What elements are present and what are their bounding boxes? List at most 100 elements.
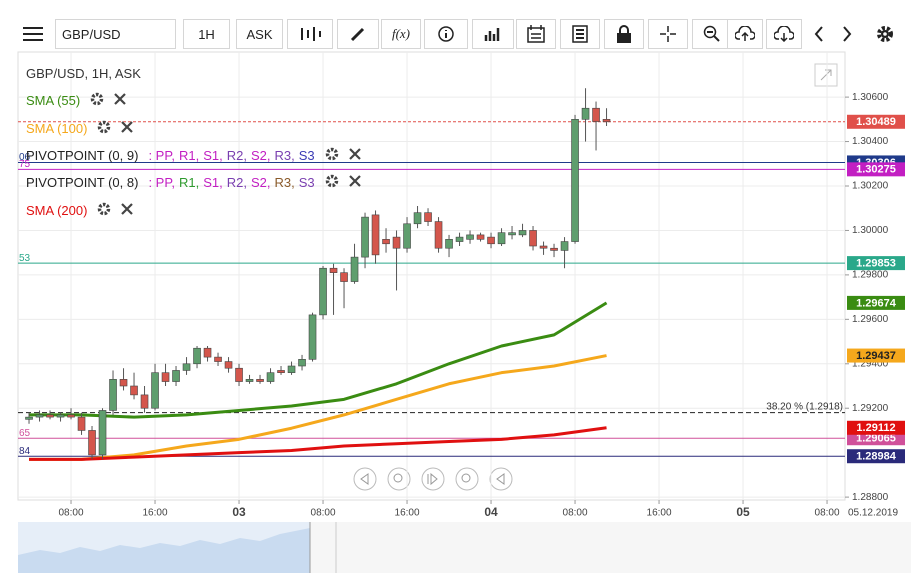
y-tick-label: 1.30400 [852, 136, 889, 147]
grid [18, 52, 845, 500]
price-badge-label: 1.30275 [856, 164, 896, 176]
remove-icon[interactable] [348, 148, 361, 163]
remove-icon[interactable] [121, 202, 134, 218]
volume-button[interactable] [472, 19, 514, 49]
y-tick-label: 1.28800 [852, 492, 889, 503]
price-badge-label: 1.29065 [856, 433, 896, 445]
pivot-level: S2, [250, 175, 271, 191]
pivot-level: S1, [203, 148, 223, 164]
settings-button[interactable] [872, 19, 898, 49]
x-tick-label: 08:00 [59, 508, 84, 519]
pivot-level: S1, [203, 175, 223, 191]
legend-label: SMA (55) [26, 93, 81, 109]
level-tag: 65 [19, 428, 31, 439]
news-button[interactable] [560, 19, 600, 49]
remove-icon[interactable] [114, 93, 126, 108]
candle-body [581, 107, 590, 120]
settings-icon[interactable] [325, 147, 339, 164]
legend-item: SMA (100) [26, 115, 365, 142]
remove-icon[interactable] [121, 120, 134, 136]
calendar-button[interactable] [516, 19, 556, 49]
candle-body [287, 365, 296, 373]
candle-body [25, 416, 33, 420]
crosshair-button[interactable] [648, 19, 688, 49]
candle-body [550, 247, 558, 251]
zoom-button[interactable] [692, 19, 732, 49]
price-select[interactable]: ASK [236, 19, 283, 49]
y-tick-label: 1.30200 [852, 181, 889, 192]
candle-body [413, 212, 422, 225]
pivot-level: R2, [226, 175, 247, 191]
legend-label: PIVOTPOINT (0, 9) [26, 148, 139, 164]
candle-body [424, 212, 432, 222]
symbol-input[interactable]: GBP/USD [55, 19, 176, 49]
legend-item: SMA (200) [26, 196, 365, 223]
x-tick-label: 08:00 [311, 508, 336, 519]
draw-button[interactable] [337, 19, 379, 49]
candle-body [319, 267, 327, 316]
price-badge-label: 1.29853 [856, 258, 896, 270]
download-button[interactable] [766, 19, 802, 49]
candle-body [224, 361, 233, 369]
x-tick-label: 08:00 [815, 508, 840, 519]
candle-body [539, 245, 548, 249]
y-tick-label: 1.30000 [852, 225, 889, 236]
info-button[interactable] [424, 19, 468, 49]
zoom-controls [353, 467, 513, 491]
legend-label: SMA (200) [26, 202, 88, 218]
legend-label: PIVOTPOINT (0, 8) [26, 175, 139, 191]
lock-button[interactable] [604, 19, 644, 49]
candle-body [277, 370, 285, 373]
candle-body [161, 372, 170, 382]
level-tag: 06 [19, 152, 31, 163]
legend-item: PIVOTPOINT (0, 9): PP, R1, S1, R2, S2, R3, S3 [26, 142, 365, 169]
chart-type-button[interactable] [287, 19, 333, 49]
sma-line [29, 426, 607, 461]
candle-body [329, 267, 338, 273]
pivot-level: R1, [178, 148, 200, 164]
pivot-level: R1, [178, 175, 200, 191]
x-tick-label: 08:00 [563, 508, 588, 519]
candle-body [403, 223, 411, 249]
candle-body [151, 372, 159, 409]
back-button[interactable] [806, 19, 832, 49]
price-badge [847, 162, 905, 177]
pivot-level: : PP, [148, 148, 175, 164]
candle-body [382, 239, 390, 245]
candle-body [46, 414, 54, 418]
candle-body [245, 379, 254, 382]
timeframe-select[interactable]: 1H [183, 19, 230, 49]
candle-body [172, 370, 180, 382]
remove-icon[interactable] [348, 175, 361, 190]
candle-body [445, 239, 453, 249]
candle-body [130, 385, 138, 396]
sma-line [29, 354, 607, 461]
upload-button[interactable] [727, 19, 763, 49]
legend-title: GBP/USD, 1H, ASK [26, 66, 141, 82]
legend-label: SMA (100) [26, 120, 88, 136]
menu-button[interactable] [14, 19, 52, 49]
level-tag: 84 [19, 446, 31, 457]
y-tick-label: 1.29800 [852, 270, 889, 281]
candles [25, 88, 611, 460]
sma-line [29, 301, 608, 419]
settings-icon[interactable] [90, 92, 104, 109]
settings-icon[interactable] [97, 120, 111, 137]
settings-icon[interactable] [97, 202, 111, 219]
price-badge-label: 1.29437 [856, 350, 896, 362]
candle-body [298, 359, 306, 367]
indicators-button[interactable]: f(x) [381, 19, 421, 49]
candle-body [518, 230, 527, 236]
x-tick-label: 03 [232, 505, 246, 519]
candle-body [56, 414, 65, 418]
fib-label: 38.20 % (1.2918) [766, 401, 843, 412]
forward-button[interactable] [834, 19, 860, 49]
candle-body [214, 356, 222, 362]
navigator-area [18, 528, 310, 573]
legend-item: PIVOTPOINT (0, 8): PP, R1, S1, R2, S2, R3, S3 [26, 169, 365, 196]
x-tick-label: 16:00 [143, 508, 168, 519]
settings-icon[interactable] [325, 174, 339, 191]
y-tick-label: 1.29600 [852, 314, 889, 325]
